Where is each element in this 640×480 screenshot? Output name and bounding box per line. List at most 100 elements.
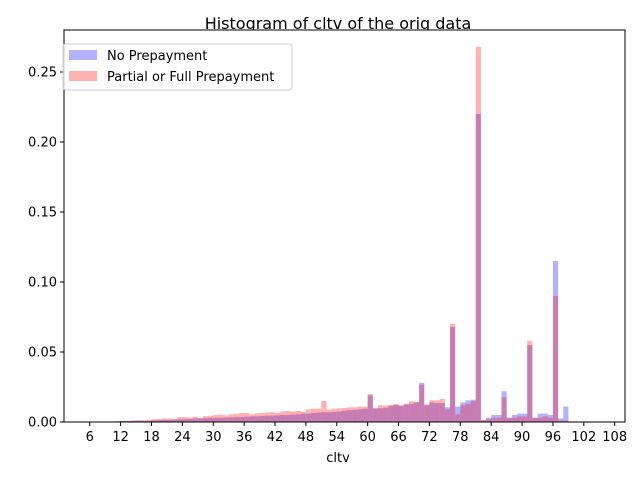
histogram-bar xyxy=(326,409,332,422)
histogram-bar xyxy=(486,419,492,422)
histogram-bar xyxy=(223,415,229,422)
histogram-bar xyxy=(228,417,234,422)
histogram-bar xyxy=(177,419,183,422)
histogram-bar xyxy=(429,402,435,422)
plot-frame xyxy=(63,29,626,423)
histogram-bar xyxy=(259,416,265,422)
histogram-bar xyxy=(434,403,440,422)
histogram-bar xyxy=(444,407,451,422)
histogram-bar xyxy=(223,417,229,422)
histogram-bar xyxy=(465,403,471,422)
legend-swatch-partial-or-full-prepayment xyxy=(69,71,97,81)
histogram-bar xyxy=(506,417,512,422)
histogram-bar xyxy=(542,413,548,422)
histogram-bar xyxy=(439,403,445,422)
histogram-bar xyxy=(249,414,255,422)
histogram-bar xyxy=(233,413,239,422)
series-partial-or-full-prepayment xyxy=(115,46,595,423)
histogram-bar xyxy=(439,398,445,422)
histogram-bar xyxy=(393,404,399,422)
histogram-bar xyxy=(192,418,198,422)
histogram-bar xyxy=(228,414,234,422)
histogram-bar xyxy=(372,408,378,422)
histogram-bar xyxy=(398,405,404,422)
histogram-bar xyxy=(136,420,142,422)
x-tick-label: 66 xyxy=(390,430,407,445)
histogram-bar xyxy=(460,402,466,422)
x-tick-label: 84 xyxy=(483,430,500,445)
histogram-bar xyxy=(269,412,276,422)
histogram-bar xyxy=(295,410,301,422)
histogram-bar xyxy=(172,419,178,422)
histogram-bar xyxy=(156,418,162,422)
histogram-bar xyxy=(275,415,281,422)
histogram-bar xyxy=(151,420,157,422)
histogram-bar xyxy=(516,413,523,422)
histogram-bar xyxy=(264,415,270,422)
histogram-bar xyxy=(341,410,348,422)
histogram-bar xyxy=(393,404,399,422)
histogram-bar xyxy=(331,408,337,422)
histogram-bar xyxy=(182,419,188,422)
histogram-bar xyxy=(377,405,384,422)
histogram-bar xyxy=(558,420,564,422)
histogram-bar xyxy=(182,417,188,422)
histogram-bar xyxy=(172,419,178,422)
histogram-bar xyxy=(470,399,476,422)
x-tick-label: 60 xyxy=(359,430,376,445)
histogram-bar xyxy=(269,415,276,422)
histogram-bar xyxy=(475,114,481,422)
histogram-bar xyxy=(249,416,255,422)
y-axis: 0.00 0.05 0.10 0.15 0.20 0.25 xyxy=(28,66,64,431)
histogram-bar xyxy=(558,418,564,422)
histogram-bar xyxy=(552,261,559,422)
legend-label-partial-or-full-prepayment: Partial or Full Prepayment xyxy=(107,70,274,85)
histogram-bar xyxy=(501,397,507,422)
histogram-bar xyxy=(311,412,317,422)
y-tick-label: 0.10 xyxy=(28,276,57,291)
histogram-bar xyxy=(491,415,497,422)
histogram-bar xyxy=(511,415,517,422)
histogram-bar xyxy=(547,417,553,422)
y-tick-label: 0.00 xyxy=(28,416,57,431)
histogram-bar xyxy=(522,413,528,422)
histogram-bar xyxy=(362,408,368,422)
histogram-bar xyxy=(413,401,420,422)
histogram-bar xyxy=(336,408,342,422)
plot-area xyxy=(63,29,626,423)
histogram-bar xyxy=(244,412,250,422)
histogram-bar xyxy=(213,415,219,422)
histogram-bar xyxy=(424,405,430,422)
x-tick-label: 96 xyxy=(545,430,562,445)
histogram-bar xyxy=(305,409,312,422)
histogram-bar xyxy=(388,404,394,422)
histogram-bar xyxy=(522,416,528,422)
histogram-bar xyxy=(197,417,203,422)
histogram-bar xyxy=(161,419,167,422)
histogram-bar xyxy=(125,420,131,422)
histogram-bar xyxy=(563,420,569,422)
histogram-bar xyxy=(537,417,543,422)
histogram-bar xyxy=(347,407,353,422)
histogram-bar xyxy=(208,415,214,422)
legend-swatch-no-prepayment xyxy=(69,50,97,60)
histogram-bar xyxy=(166,419,173,422)
histogram-bar xyxy=(383,407,389,422)
histogram-bar xyxy=(280,415,286,422)
histogram-bar xyxy=(408,403,414,422)
histogram-bar xyxy=(300,413,306,422)
histogram-bar xyxy=(419,382,425,422)
histogram-bar xyxy=(496,415,502,422)
legend: No Prepayment Partial or Full Prepayment xyxy=(62,43,293,91)
x-tick-label: 24 xyxy=(174,430,191,445)
histogram-bar xyxy=(377,408,384,422)
histogram-bar xyxy=(244,416,250,422)
histogram-bar xyxy=(187,417,193,422)
histogram-bar xyxy=(295,414,301,422)
histogram-bar xyxy=(321,401,327,422)
histogram-bar xyxy=(259,412,265,422)
histogram-bar xyxy=(460,405,466,422)
histogram-bar xyxy=(166,418,173,422)
histogram-bar xyxy=(146,420,152,422)
histogram-bar xyxy=(130,420,137,422)
